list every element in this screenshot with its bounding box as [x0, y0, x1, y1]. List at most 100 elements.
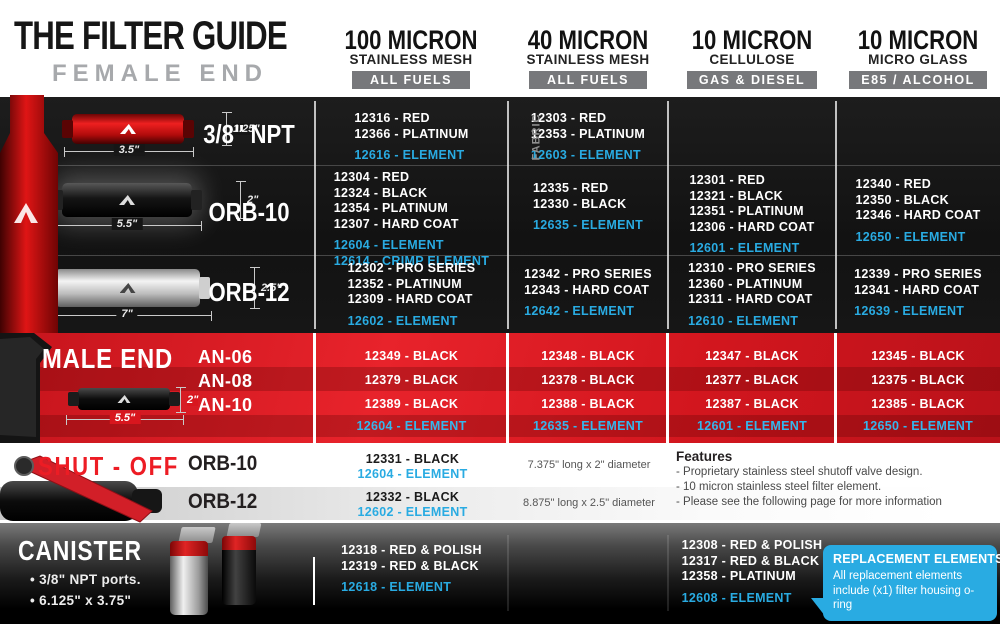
- element-number: 12602 - ELEMENT: [357, 505, 468, 519]
- canister-body: [170, 556, 208, 615]
- part-line: 12324 - BLACK: [333, 185, 428, 200]
- column-header-40-micron: 40 MICRON STAINLESS MESH ALL FUELS: [498, 27, 678, 89]
- part-cell: 12388 - BLACK: [541, 397, 635, 411]
- part-line: 12308 - RED & POLISH: [681, 538, 823, 552]
- fitting-cap: [191, 189, 202, 211]
- length-dimension: 7": [42, 308, 212, 321]
- part-line: 12317 - RED & BLACK: [681, 553, 820, 568]
- dimension-label: 3.5": [113, 144, 145, 156]
- element-cell: 12650 - ELEMENT: [862, 419, 974, 433]
- part-cell: 12331 - BLACK 12604 - ELEMENT: [315, 452, 510, 482]
- part-line: 12319 - RED & BLACK: [341, 558, 479, 573]
- part-numbers: 12342 - PRO SERIES 12343 - HARD COAT: [524, 267, 652, 298]
- canister-cap: [170, 541, 208, 556]
- part-line: 12311 - HARD COAT: [688, 292, 813, 306]
- part-cell: 12375 - BLACK: [871, 373, 965, 387]
- element-line: 12639 - ELEMENT: [854, 304, 965, 318]
- part-line: 12330 - BLACK: [532, 196, 627, 211]
- element-numbers: 12603 - ELEMENT: [531, 148, 645, 164]
- canister-table: CANISTER • 3/8" NPT ports. • 6.125" x 3.7…: [0, 523, 1000, 624]
- part-cell: 12302 - PRO SERIES 12352 - PLATINUM 12309 …: [315, 261, 508, 329]
- element-numbers: 12610 - ELEMENT: [688, 314, 816, 330]
- column-divider: [314, 101, 316, 329]
- part-cell: 12345 - BLACK: [871, 349, 965, 363]
- part-cell: 12385 - BLACK: [871, 397, 965, 411]
- part-number: 12332 - BLACK: [365, 490, 460, 504]
- element-line: 12608 - ELEMENT: [681, 590, 792, 605]
- section-subtitle-female-end: FEMALE END: [52, 60, 268, 87]
- aeromotive-logo: [119, 283, 136, 293]
- part-cell: 12377 - BLACK: [705, 373, 799, 387]
- part-numbers: 12318 - RED & POLISH 12319 - RED & BLACK: [341, 543, 482, 574]
- dimension-label: 1.25": [233, 123, 260, 135]
- element-number: 12604 - ELEMENT: [357, 467, 468, 481]
- element-line: 12603 - ELEMENT: [530, 148, 641, 162]
- part-line: 12335 - RED: [532, 181, 609, 195]
- element-cell: 12604 - ELEMENT: [356, 419, 467, 433]
- element-numbers: 12618 - ELEMENT: [341, 580, 482, 596]
- element-line: 12604 - ELEMENT: [333, 238, 444, 252]
- element-numbers: 12639 - ELEMENT: [854, 304, 982, 320]
- features-list: - Proprietary stainless steel shutoff va…: [676, 465, 996, 510]
- dimension-label: 5.5": [111, 218, 143, 230]
- aeromotive-logo: [120, 124, 136, 134]
- part-numbers: 12316 - RED 12366 - PLATINUM: [354, 111, 468, 142]
- element-line: 12635 - ELEMENT: [532, 218, 644, 232]
- part-numbers: 12301 - RED 12321 - BLACK 12351 - PLATINUM…: [689, 173, 814, 235]
- height-dimension: 2.5": [250, 267, 282, 309]
- badge-title: REPLACEMENT ELEMENTS: [833, 552, 1000, 566]
- part-numbers: 12303 - RED 12353 - PLATINUM: [531, 111, 645, 142]
- column-divider: [834, 333, 837, 443]
- column-header-100-micron: 100 MICRON STAINLESS MESH ALL FUELS: [321, 25, 501, 89]
- column-title: 100 MICRON: [344, 25, 478, 55]
- column-divider: [313, 333, 316, 443]
- column-subtitle: STAINLESS MESH: [349, 52, 473, 67]
- aeromotive-logo: [117, 395, 131, 403]
- part-cell: 12378 - BLACK: [541, 373, 635, 387]
- fitting-cap: [199, 276, 210, 300]
- part-cell: 12347 - BLACK: [705, 349, 799, 363]
- part-line: 12302 - PRO SERIES: [347, 261, 476, 275]
- column-divider: [835, 101, 837, 329]
- part-cell: 12342 - PRO SERIES 12343 - HARD COAT 1264…: [508, 267, 668, 320]
- part-line: 12358 - PLATINUM: [681, 569, 796, 583]
- aeromotive-logo: [119, 195, 135, 205]
- element-numbers: 12650 - ELEMENT: [855, 230, 980, 246]
- part-line: 12366 - PLATINUM: [354, 126, 469, 141]
- column-header-10-micron-glass: 10 MICRON MICRO GLASS E85 / ALCOHOL: [828, 27, 1000, 89]
- fabric-note: FABRIC: [530, 113, 543, 161]
- fitting-cap: [183, 120, 194, 138]
- features-block: Features - Proprietary stainless steel s…: [676, 449, 996, 510]
- element-line: 12601 - ELEMENT: [689, 241, 800, 255]
- part-line: 12350 - BLACK: [855, 192, 949, 207]
- dimension-label: 2": [187, 394, 199, 406]
- canister-title: CANISTER: [18, 535, 142, 566]
- row-divider: [0, 255, 1000, 256]
- page-title: THE FILTER GUIDE: [14, 14, 288, 58]
- part-cell: 12379 - BLACK: [364, 373, 459, 387]
- fuel-type-badge: GAS & DIESEL: [686, 71, 818, 89]
- row-label-an08: AN-08: [198, 371, 253, 391]
- size-note: 7.375" long x 2" diameter: [527, 459, 651, 471]
- part-line: 12310 - PRO SERIES: [688, 261, 816, 275]
- feature-line: - 10 micron stainless steel filter eleme…: [676, 481, 882, 493]
- dimension-label: 7": [116, 308, 138, 320]
- part-cell: 12318 - RED & POLISH 12319 - RED & BLACK …: [315, 543, 508, 596]
- column-divider: [666, 333, 669, 443]
- badge-body: All replacement elements include (x1) fi…: [833, 570, 975, 611]
- male-end-title: MALE END: [42, 343, 174, 374]
- height-dimension: 2": [176, 387, 199, 413]
- element-line: 12650 - ELEMENT: [855, 229, 966, 244]
- part-cell: 12316 - RED 12366 - PLATINUM 12616 - ELEM…: [315, 111, 508, 164]
- column-divider: [667, 101, 669, 329]
- element-cell: 12601 - ELEMENT: [696, 419, 808, 433]
- row-divider: [0, 165, 1000, 166]
- shut-off-table: SHUT - OFF ORB-10 ORB-12 12331 - BLACK 1…: [0, 443, 1000, 523]
- part-line: 12321 - BLACK: [689, 188, 783, 203]
- part-line: 12304 - RED: [333, 170, 410, 184]
- part-cell: 12389 - BLACK: [364, 397, 459, 411]
- fitting-cap: [62, 120, 73, 138]
- part-line: 12339 - PRO SERIES: [854, 267, 982, 281]
- element-numbers: 12602 - ELEMENT: [348, 314, 476, 330]
